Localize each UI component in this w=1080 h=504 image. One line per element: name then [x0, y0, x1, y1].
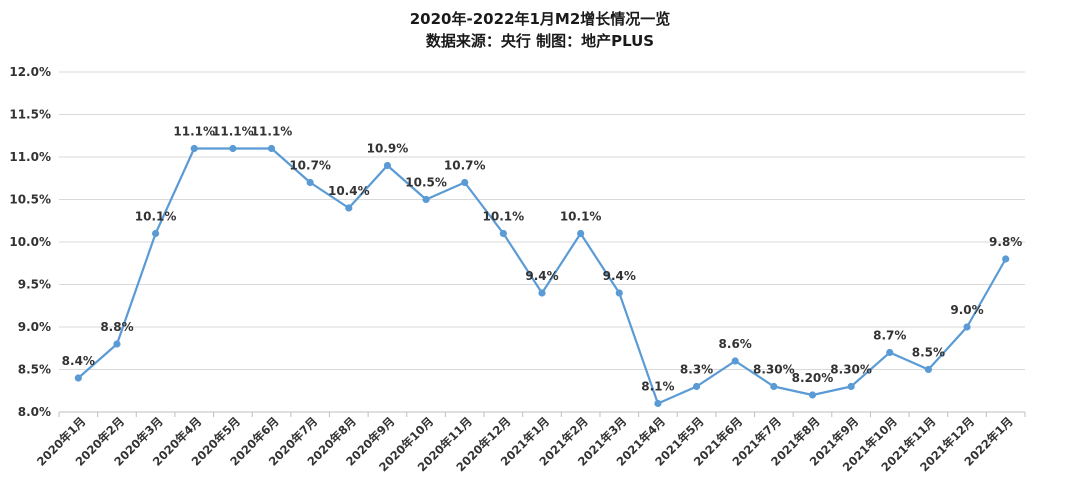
data-label: 10.1% [135, 210, 177, 224]
data-point [886, 348, 894, 357]
data-label: 10.5% [405, 176, 447, 190]
data-point [808, 391, 817, 399]
data-label: 9.8% [989, 235, 1022, 249]
y-tick-label: 10.5% [9, 193, 51, 207]
y-tick-label: 12.0% [9, 65, 51, 79]
data-point [383, 161, 392, 170]
data-label: 10.1% [560, 210, 602, 224]
data-point [422, 195, 430, 204]
y-tick-label: 10.0% [9, 235, 51, 249]
data-point [538, 289, 546, 297]
data-label: 10.7% [289, 159, 331, 173]
data-point [113, 340, 121, 348]
data-point [770, 382, 778, 391]
data-label: 8.3% [680, 363, 713, 377]
data-point [963, 323, 971, 331]
data-label: 10.4% [328, 184, 370, 198]
data-label: 11.1% [173, 125, 215, 139]
y-tick-label: 9.0% [18, 320, 51, 334]
data-label: 11.1% [251, 125, 293, 139]
data-label: 8.5% [912, 346, 945, 360]
data-label: 8.7% [873, 329, 906, 343]
data-point [306, 178, 314, 187]
data-point [1002, 255, 1010, 263]
data-point [229, 144, 237, 153]
y-tick-label: 8.5% [18, 363, 51, 377]
data-point [499, 229, 507, 238]
data-label: 8.30% [830, 363, 872, 377]
data-point [654, 399, 662, 408]
data-point [461, 178, 469, 187]
data-label: 9.4% [603, 269, 636, 283]
y-tick-label: 8.0% [18, 405, 51, 419]
data-label: 8.20% [792, 371, 834, 385]
data-label: 10.9% [367, 142, 409, 156]
data-label: 8.6% [719, 337, 752, 351]
data-point [847, 382, 855, 391]
data-label: 9.0% [950, 303, 983, 317]
data-point [267, 144, 276, 153]
data-point [345, 204, 353, 212]
data-label: 8.8% [100, 320, 133, 334]
data-point [152, 229, 160, 238]
y-tick-label: 9.5% [18, 278, 51, 292]
chart-subtitle: 数据来源：央行 制图：地产PLUS [425, 32, 655, 50]
data-label: 10.7% [444, 159, 486, 173]
data-label: 10.1% [483, 210, 525, 224]
data-label: 9.4% [525, 269, 558, 283]
data-label: 8.30% [753, 363, 795, 377]
data-point [731, 357, 739, 365]
y-tick-label: 11.5% [9, 108, 51, 122]
chart-title: 2020年-2022年1月M2增长情况一览 [409, 10, 671, 28]
data-point [577, 229, 585, 238]
data-point [615, 289, 623, 297]
data-label: 8.1% [641, 380, 674, 394]
data-point [190, 144, 198, 153]
data-point [692, 382, 701, 391]
data-label: 8.4% [62, 354, 95, 368]
data-label: 11.1% [212, 125, 254, 139]
y-tick-label: 11.0% [9, 150, 51, 164]
data-point [74, 374, 82, 382]
data-point [924, 365, 933, 374]
